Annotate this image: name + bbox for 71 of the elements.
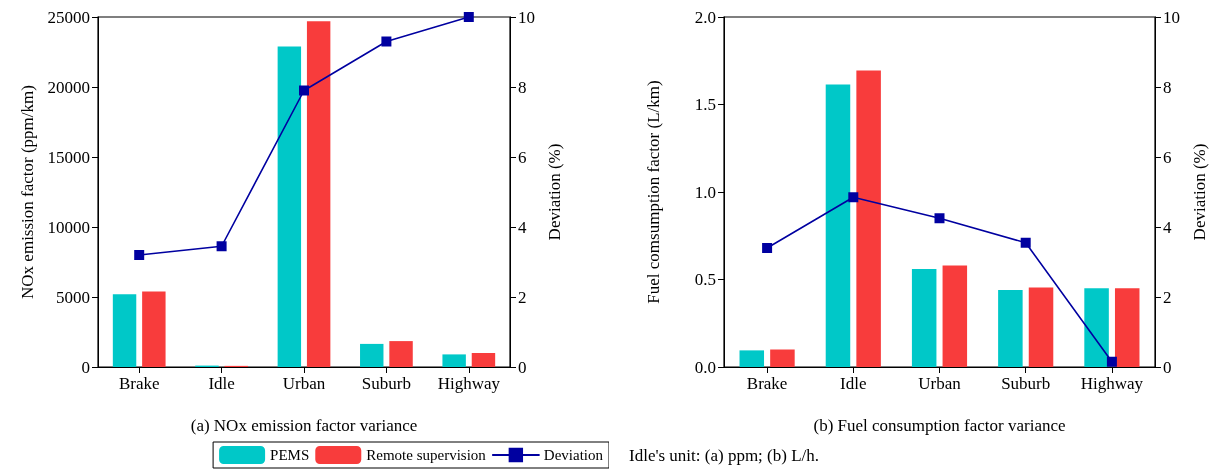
y-tick-label: 1.0: [694, 182, 716, 202]
y2-tick-label: 8: [1163, 77, 1172, 97]
x-tick-label: Idle: [840, 374, 867, 393]
y2-tick-label: 0: [1163, 357, 1172, 377]
legend-label: Remote supervision: [366, 447, 487, 463]
legend-label: Deviation: [543, 447, 604, 463]
y-tick-label: 25000: [47, 7, 90, 27]
bar: [442, 354, 466, 367]
x-axis-title: (a) NOx emission factor variance: [190, 416, 418, 435]
point: [1020, 237, 1031, 248]
x-tick-label: Highway: [1080, 374, 1144, 393]
y-tick-label: 10000: [47, 217, 90, 237]
y-axis-title: NOx emission factor (ppm/km): [18, 85, 37, 299]
x-tick-label: Urban: [282, 374, 326, 393]
y2-tick-label: 10: [1163, 7, 1180, 27]
point: [134, 250, 145, 260]
bar: [739, 350, 765, 367]
bar: [142, 291, 166, 367]
bar: [942, 265, 968, 367]
y2-tick-label: 4: [1163, 217, 1172, 237]
point: [1106, 356, 1117, 367]
bar: [306, 21, 331, 367]
y-tick-label: 2.0: [694, 7, 716, 27]
y-tick-label: 5000: [56, 287, 90, 307]
bar: [471, 353, 496, 367]
bar: [1084, 288, 1109, 367]
bar: [998, 290, 1023, 367]
bar: [112, 294, 137, 367]
bar: [770, 349, 795, 367]
x-axis-title: (b) Fuel consumption factor variance: [813, 416, 1066, 435]
y-tick-label: 0.0: [694, 357, 716, 377]
y-tick-label: 0.5: [694, 270, 716, 289]
y2-tick-label: 2: [518, 287, 527, 307]
point: [934, 213, 945, 224]
bar: [1028, 287, 1054, 367]
x-tick-label: Highway: [437, 374, 501, 393]
y2-axis-title: Deviation (%): [544, 143, 564, 241]
bar: [389, 341, 413, 367]
bar: [1114, 288, 1140, 367]
y2-tick-label: 10: [518, 7, 535, 27]
x-tick-label: Urban: [918, 374, 962, 393]
point: [463, 12, 474, 22]
bar: [825, 84, 851, 367]
y2-tick-label: 6: [518, 147, 527, 167]
y-tick-label: 1.5: [694, 95, 716, 114]
legend-label: PEMS: [270, 447, 310, 463]
y-axis-title: Fuel comsumption factor (L/km): [644, 80, 663, 304]
bar: [360, 343, 384, 367]
bar: [277, 46, 302, 367]
x-tick-label: Brake: [118, 374, 160, 393]
x-tick-label: Brake: [746, 374, 788, 393]
x-tick-label: Suburb: [361, 374, 411, 393]
point: [848, 192, 859, 203]
y-tick-label: 0: [81, 357, 90, 377]
bar: [911, 269, 937, 367]
y-tick-label: 15000: [47, 147, 90, 167]
y2-tick-label: 0: [518, 357, 527, 377]
y2-tick-label: 8: [518, 77, 527, 97]
y2-axis-title: Deviation (%): [1189, 143, 1209, 241]
text: Idle's unit: (a) ppm; (b) L/h.: [629, 446, 820, 465]
point: [216, 241, 227, 252]
point: [299, 85, 309, 96]
y2-tick-label: 2: [1163, 287, 1172, 307]
x-tick-label: Idle: [208, 374, 235, 393]
point: [762, 243, 773, 253]
y-tick-label: 20000: [47, 77, 90, 97]
bar: [856, 70, 881, 367]
y2-tick-label: 6: [1163, 147, 1172, 167]
x-tick-label: Suburb: [1001, 374, 1051, 393]
point: [381, 36, 392, 47]
y2-tick-label: 4: [518, 217, 527, 237]
